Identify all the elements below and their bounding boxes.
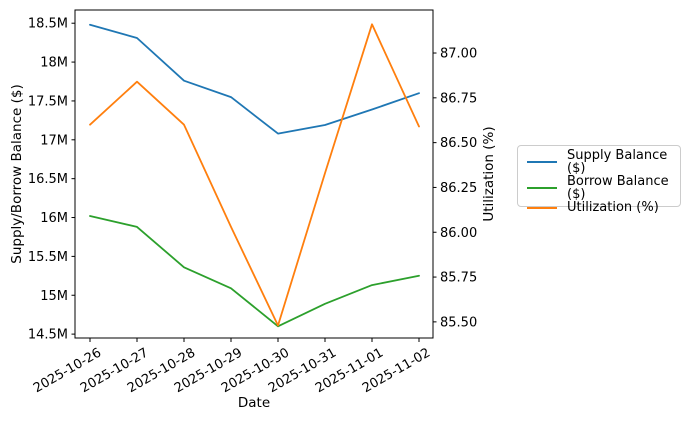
borrow-balance-line bbox=[89, 215, 420, 328]
legend-label: Utilization (%) bbox=[567, 200, 659, 215]
utilization-line-swatch bbox=[527, 206, 557, 209]
left-tick-label: 15.5M bbox=[28, 250, 68, 265]
legend-item-supply-balance: Supply Balance ($) bbox=[527, 149, 671, 175]
right-tick-label: 86.00 bbox=[440, 226, 477, 241]
supply-balance-line-swatch bbox=[527, 161, 557, 163]
left-tick-label: 14.5M bbox=[28, 328, 68, 343]
legend-item-utilization: Utilization (%) bbox=[527, 201, 671, 214]
supply-balance-line bbox=[89, 23, 420, 135]
left-tick-label: 16.5M bbox=[28, 172, 68, 187]
left-tick-label: 17.5M bbox=[28, 94, 68, 109]
right-tick-label: 85.75 bbox=[440, 271, 477, 286]
right-tick-label: 87.00 bbox=[440, 47, 477, 62]
left-tick-label: 18.5M bbox=[28, 17, 68, 32]
left-tick-label: 16M bbox=[40, 211, 68, 226]
left-axis-title: Supply/Borrow Balance ($) bbox=[9, 84, 25, 264]
right-tick-label: 86.75 bbox=[440, 91, 477, 106]
utilization-line bbox=[89, 23, 420, 327]
right-tick-label: 86.50 bbox=[440, 136, 477, 151]
legend-label: Borrow Balance ($) bbox=[567, 174, 669, 202]
legend-label: Supply Balance ($) bbox=[567, 148, 668, 176]
left-tick-label: 15M bbox=[40, 289, 68, 304]
legend-item-borrow-balance: Borrow Balance ($) bbox=[527, 175, 671, 201]
right-axis-title: Utilization (%) bbox=[481, 126, 497, 222]
left-tick-label: 18M bbox=[40, 56, 68, 71]
borrow-balance-line-swatch bbox=[527, 187, 557, 189]
left-tick-label: 17M bbox=[40, 133, 68, 148]
right-tick-label: 86.25 bbox=[440, 181, 477, 196]
right-tick-label: 85.50 bbox=[440, 315, 477, 330]
legend: Supply Balance ($) Borrow Balance ($) Ut… bbox=[517, 145, 681, 214]
x-axis-title: Date bbox=[237, 395, 271, 411]
plot-border bbox=[74, 9, 434, 339]
